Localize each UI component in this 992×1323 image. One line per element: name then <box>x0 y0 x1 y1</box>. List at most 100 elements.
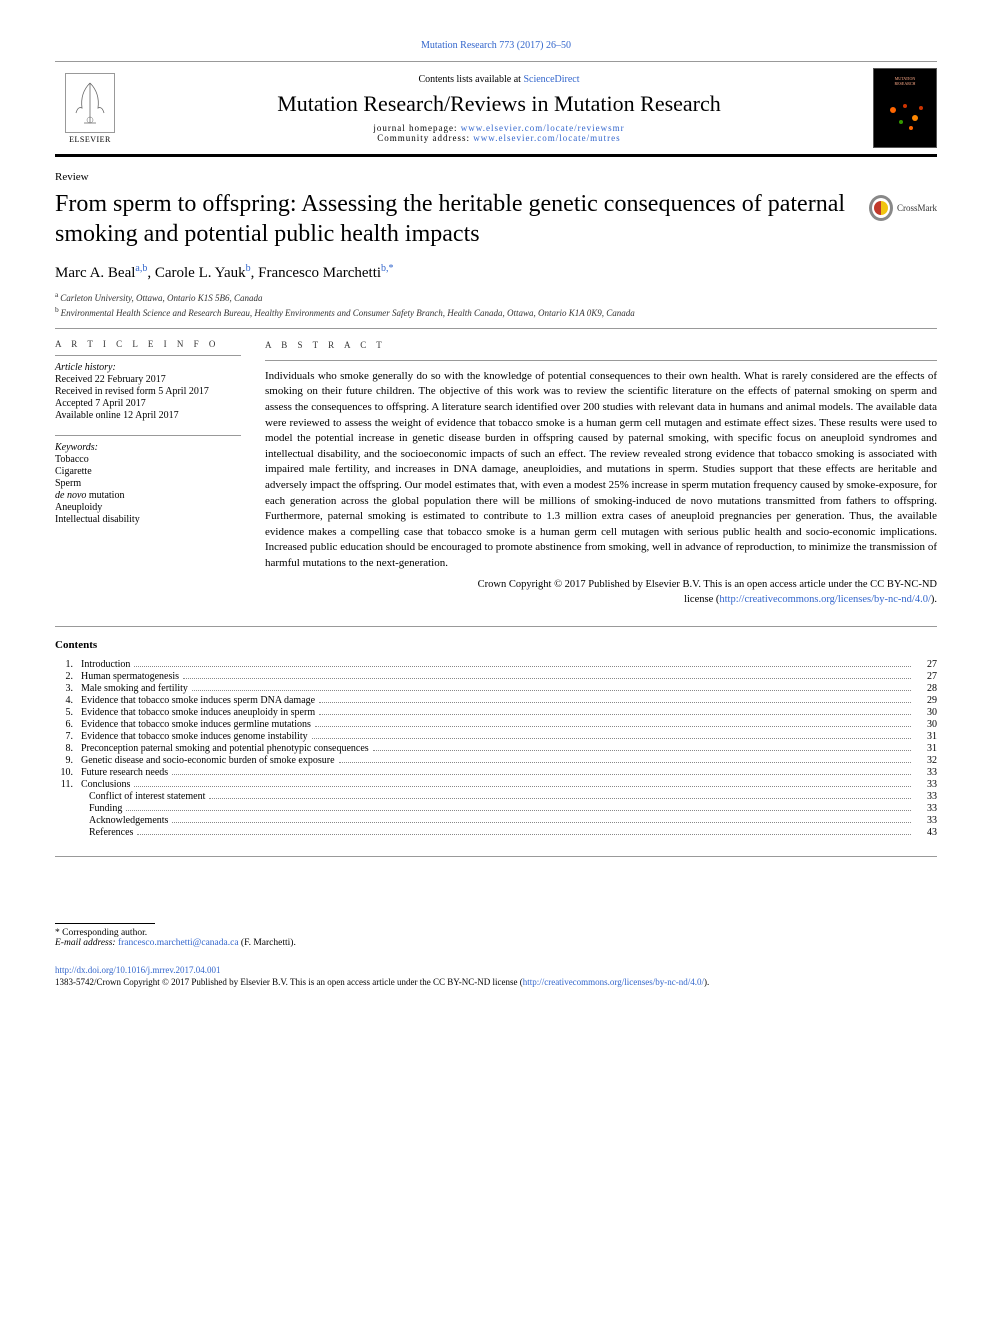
toc-dots <box>319 714 911 715</box>
toc-title: Male smoking and fertility <box>81 683 188 694</box>
author-name: Francesco Marchetti <box>258 265 381 281</box>
toc-title: Evidence that tobacco smoke induces geno… <box>81 731 308 742</box>
toc-row[interactable]: Acknowledgements 33 <box>55 815 937 826</box>
toc-num: 4. <box>55 695 81 706</box>
toc-page: 28 <box>915 683 937 694</box>
license-link[interactable]: http://creativecommons.org/licenses/by-n… <box>719 594 931 605</box>
author-affil-link[interactable]: b <box>246 263 251 274</box>
community-link[interactable]: www.elsevier.com/locate/mutres <box>473 133 620 143</box>
toc-num: 7. <box>55 731 81 742</box>
community-label: Community address: <box>377 133 473 143</box>
toc-num: 2. <box>55 671 81 682</box>
author-affil-link[interactable]: a,b <box>135 263 147 274</box>
toc-num: 8. <box>55 743 81 754</box>
contents-available: Contents lists available at ScienceDirec… <box>125 74 873 85</box>
toc-dots <box>172 822 911 823</box>
toc-row[interactable]: 10.Future research needs33 <box>55 767 937 778</box>
toc-row[interactable]: Conflict of interest statement33 <box>55 791 937 802</box>
homepage-label: journal homepage: <box>373 123 460 133</box>
elsevier-tree-icon <box>65 73 115 133</box>
toc-row[interactable]: Funding 33 <box>55 803 937 814</box>
toc-title: Evidence that tobacco smoke induces germ… <box>81 719 311 730</box>
homepage-link[interactable]: www.elsevier.com/locate/reviewsmr <box>461 123 625 133</box>
toc-dots <box>172 774 911 775</box>
abstract-body: Individuals who smoke generally do so wi… <box>265 369 937 572</box>
keywords-label: Keywords: <box>55 442 241 453</box>
elsevier-text: ELSEVIER <box>69 135 111 144</box>
toc-num: 5. <box>55 707 81 718</box>
authors: Marc A. Beala,b, Carole L. Yaukb, France… <box>55 263 937 282</box>
toc-title: Evidence that tobacco smoke induces sper… <box>81 695 315 706</box>
keyword: Sperm <box>55 478 241 489</box>
footer-license-link[interactable]: http://creativecommons.org/licenses/by-n… <box>523 977 704 987</box>
toc-title: Conflict of interest statement <box>81 791 205 802</box>
toc-title: Funding <box>81 803 122 814</box>
sciencedirect-link[interactable]: ScienceDirect <box>523 74 579 85</box>
toc-row[interactable]: 6.Evidence that tobacco smoke induces ge… <box>55 719 937 730</box>
toc-row[interactable]: 5.Evidence that tobacco smoke induces an… <box>55 707 937 718</box>
toc-num: 6. <box>55 719 81 730</box>
journal-cover-thumbnail: MUTATION RESEARCH <box>873 68 937 148</box>
toc-title: Evidence that tobacco smoke induces aneu… <box>81 707 315 718</box>
author-name: Carole L. Yauk <box>155 265 246 281</box>
email-attrib: (F. Marchetti). <box>239 938 296 948</box>
toc-page: 33 <box>915 815 937 826</box>
history-line: Accepted 7 April 2017 <box>55 398 241 409</box>
toc-dots <box>192 690 911 691</box>
author-name: Marc A. Beal <box>55 265 135 281</box>
contents-label: Contents lists available at <box>418 74 523 85</box>
toc-dots <box>339 762 911 763</box>
toc-page: 27 <box>915 659 937 670</box>
email-link[interactable]: francesco.marchetti@canada.ca <box>118 938 239 948</box>
toc-row[interactable]: 1.Introduction27 <box>55 659 937 670</box>
toc-row[interactable]: 9.Genetic disease and socio-economic bur… <box>55 755 937 766</box>
toc-dots <box>183 678 911 679</box>
toc-title: Future research needs <box>81 767 168 778</box>
abstract-head: A B S T R A C T <box>265 339 937 352</box>
toc-row[interactable]: References 43 <box>55 827 937 838</box>
toc-title: Introduction <box>81 659 130 670</box>
doi-link[interactable]: http://dx.doi.org/10.1016/j.mrrev.2017.0… <box>55 965 221 975</box>
affiliation: a Carleton University, Ottawa, Ontario K… <box>55 290 937 303</box>
article-title: From sperm to offspring: Assessing the h… <box>55 189 859 249</box>
toc-title: Conclusions <box>81 779 130 790</box>
toc-row[interactable]: 2.Human spermatogenesis 27 <box>55 671 937 682</box>
toc-page: 30 <box>915 707 937 718</box>
crossmark-badge[interactable]: CrossMark <box>869 195 937 221</box>
toc-num: 9. <box>55 755 81 766</box>
contents-head: Contents <box>55 639 937 651</box>
copyright-line2: license ( <box>684 594 719 605</box>
issn-line: 1383-5742/Crown Copyright © 2017 Publish… <box>55 977 523 987</box>
separator <box>55 856 937 857</box>
toc-page: 30 <box>915 719 937 730</box>
crossmark-label: CrossMark <box>897 203 937 213</box>
toc-page: 33 <box>915 803 937 814</box>
keyword: Aneuploidy <box>55 502 241 513</box>
toc-title: Acknowledgements <box>81 815 168 826</box>
keyword: Cigarette <box>55 466 241 477</box>
issn-close: ). <box>704 977 709 987</box>
abstract-rule <box>265 360 937 361</box>
corresponding-author: * Corresponding author. <box>55 928 937 938</box>
toc-title: Human spermatogenesis <box>81 671 179 682</box>
toc-row[interactable]: 3.Male smoking and fertility28 <box>55 683 937 694</box>
journal-header: ELSEVIER Contents lists available at Sci… <box>55 61 937 157</box>
keyword: de novo mutation <box>55 490 241 501</box>
author-affil-link[interactable]: b,* <box>381 263 394 274</box>
crossmark-icon <box>869 195 893 221</box>
toc-row[interactable]: 11.Conclusions33 <box>55 779 937 790</box>
toc-title: References <box>81 827 133 838</box>
toc-row[interactable]: 8.Preconception paternal smoking and pot… <box>55 743 937 754</box>
toc-dots <box>209 798 911 799</box>
toc-page: 43 <box>915 827 937 838</box>
toc-page: 31 <box>915 743 937 754</box>
affiliation: b Environmental Health Science and Resea… <box>55 305 937 318</box>
toc-dots <box>137 834 911 835</box>
toc-row[interactable]: 7.Evidence that tobacco smoke induces ge… <box>55 731 937 742</box>
copyright-close: ). <box>931 594 937 605</box>
article-type: Review <box>55 171 937 183</box>
toc-page: 27 <box>915 671 937 682</box>
toc-dots <box>312 738 911 739</box>
toc-page: 33 <box>915 779 937 790</box>
toc-row[interactable]: 4.Evidence that tobacco smoke induces sp… <box>55 695 937 706</box>
